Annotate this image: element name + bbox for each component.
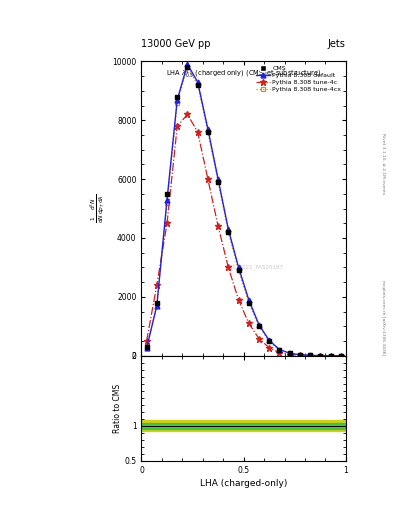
Y-axis label: $\frac{1}{\mathrm{d}N}\frac{\mathrm{d}^2N}{\mathrm{d}p_T\,\mathrm{d}\lambda}$: $\frac{1}{\mathrm{d}N}\frac{\mathrm{d}^2…: [89, 194, 107, 223]
X-axis label: LHA (charged-only): LHA (charged-only): [200, 479, 287, 488]
Legend: CMS, Pythia 8.308 default, Pythia 8.308 tune-4c, Pythia 8.308 tune-4cx: CMS, Pythia 8.308 default, Pythia 8.308 …: [255, 65, 343, 93]
Text: LHA $\lambda^1_{0.5}$ (charged only) (CMS jet substructure): LHA $\lambda^1_{0.5}$ (charged only) (CM…: [166, 67, 321, 80]
Text: CMS_2021_PAS20187: CMS_2021_PAS20187: [224, 265, 283, 270]
Text: Jets: Jets: [328, 38, 346, 49]
Text: 13000 GeV pp: 13000 GeV pp: [141, 38, 211, 49]
Y-axis label: Ratio to CMS: Ratio to CMS: [113, 383, 122, 433]
Text: mcplots.cern.ch [arXiv:1306.3436]: mcplots.cern.ch [arXiv:1306.3436]: [381, 280, 385, 355]
Text: Rivet 3.1.10, ≥ 2.1M events: Rivet 3.1.10, ≥ 2.1M events: [381, 133, 385, 195]
